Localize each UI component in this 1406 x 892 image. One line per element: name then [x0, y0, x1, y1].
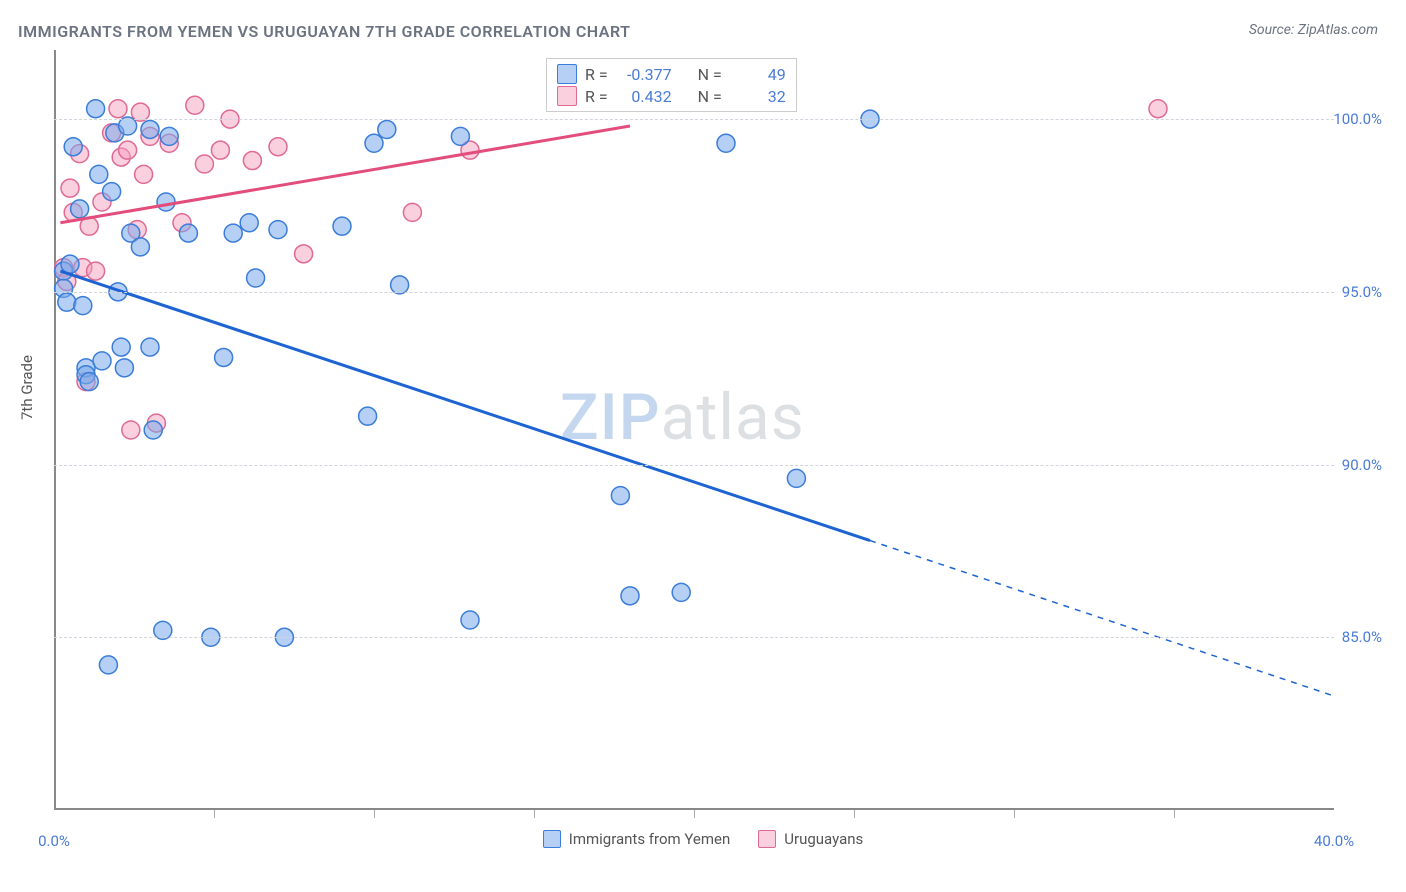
chart-title: IMMIGRANTS FROM YEMEN VS URUGUAYAN 7TH G…	[18, 22, 630, 41]
scatter-point-yemen	[80, 373, 98, 391]
x-tick	[214, 810, 215, 818]
scatter-point-yemen	[787, 469, 805, 487]
stats-R-label: R =	[585, 65, 608, 84]
y-tick-label: 90.0%	[1342, 456, 1382, 474]
scatter-point-uruguay	[122, 421, 140, 439]
scatter-point-yemen	[451, 127, 469, 145]
scatter-point-uruguay	[186, 96, 204, 114]
scatter-point-yemen	[672, 583, 690, 601]
scatter-point-uruguay	[135, 165, 153, 183]
x-tick	[854, 810, 855, 818]
scatter-point-uruguay	[119, 141, 137, 159]
stats-N-value: 49	[730, 65, 786, 84]
trend-line-dash-yemen	[870, 541, 1334, 696]
scatter-point-yemen	[131, 238, 149, 256]
x-tick	[694, 810, 695, 818]
scatter-point-uruguay	[211, 141, 229, 159]
scatter-point-yemen	[611, 487, 629, 505]
gridline-h	[54, 119, 1334, 120]
gridline-h	[54, 465, 1334, 466]
stats-N-value: 32	[730, 87, 786, 106]
stats-R-value: -0.377	[616, 65, 672, 84]
source-name: ZipAtlas.com	[1298, 22, 1378, 38]
x-tick	[374, 810, 375, 818]
scatter-point-yemen	[160, 127, 178, 145]
scatter-point-uruguay	[87, 262, 105, 280]
scatter-point-yemen	[61, 255, 79, 273]
scatter-point-yemen	[621, 587, 639, 605]
stats-R-label: R =	[585, 87, 608, 106]
scatter-point-yemen	[141, 338, 159, 356]
scatter-point-yemen	[74, 297, 92, 315]
legend-swatch	[758, 830, 776, 848]
scatter-point-yemen	[717, 134, 735, 152]
gridline-h	[54, 637, 1334, 638]
scatter-point-yemen	[99, 656, 117, 674]
stats-swatch-yemen	[557, 64, 577, 84]
stats-row-yemen: R = -0.377 N = 49	[557, 63, 786, 85]
x-tick	[1014, 810, 1015, 818]
scatter-point-yemen	[333, 217, 351, 235]
stats-row-uruguay: R = 0.432 N = 32	[557, 85, 786, 107]
legend-swatch	[543, 830, 561, 848]
scatter-point-yemen	[112, 338, 130, 356]
scatter-point-yemen	[115, 359, 133, 377]
x-tick-label: 0.0%	[38, 832, 70, 850]
scatter-point-uruguay	[403, 203, 421, 221]
scatter-point-yemen	[64, 138, 82, 156]
scatter-point-uruguay	[269, 138, 287, 156]
scatter-point-uruguay	[109, 100, 127, 118]
y-tick-label: 100.0%	[1333, 110, 1382, 128]
scatter-point-yemen	[240, 214, 258, 232]
scatter-point-yemen	[359, 407, 377, 425]
scatter-point-yemen	[141, 120, 159, 138]
stats-N-label: N =	[698, 65, 722, 84]
legend-item: Uruguayans	[758, 830, 863, 848]
legend-label: Immigrants from Yemen	[569, 830, 731, 848]
stats-legend-box: R = -0.377 N = 49 R = 0.432 N = 32	[546, 58, 797, 112]
scatter-point-yemen	[247, 269, 265, 287]
y-tick-label: 95.0%	[1342, 283, 1382, 301]
scatter-point-uruguay	[61, 179, 79, 197]
stats-N-label: N =	[698, 87, 722, 106]
x-tick	[534, 810, 535, 818]
scatter-point-yemen	[215, 348, 233, 366]
y-tick-label: 85.0%	[1342, 628, 1382, 646]
source-prefix: Source:	[1249, 22, 1298, 38]
gridline-h	[54, 292, 1334, 293]
scatter-point-yemen	[365, 134, 383, 152]
scatter-point-yemen	[144, 421, 162, 439]
scatter-point-uruguay	[1149, 100, 1167, 118]
scatter-point-yemen	[71, 200, 89, 218]
scatter-point-uruguay	[195, 155, 213, 173]
scatter-point-uruguay	[243, 152, 261, 170]
bottom-legend: Immigrants from Yemen Uruguayans	[0, 830, 1406, 848]
scatter-point-yemen	[179, 224, 197, 242]
source-attribution: Source: ZipAtlas.com	[1249, 22, 1378, 38]
scatter-point-yemen	[461, 611, 479, 629]
scatter-point-yemen	[93, 352, 111, 370]
scatter-point-yemen	[269, 221, 287, 239]
stats-swatch-uruguay	[557, 86, 577, 106]
scatter-point-yemen	[157, 193, 175, 211]
x-tick-label: 40.0%	[1314, 832, 1354, 850]
trend-line-yemen	[60, 271, 870, 540]
stats-R-value: 0.432	[616, 87, 672, 106]
scatter-point-yemen	[58, 293, 76, 311]
scatter-point-yemen	[224, 224, 242, 242]
plot-svg	[54, 50, 1334, 810]
scatter-point-yemen	[103, 183, 121, 201]
y-axis-label: 7th Grade	[18, 355, 36, 420]
scatter-point-yemen	[378, 120, 396, 138]
scatter-point-yemen	[90, 165, 108, 183]
scatter-point-yemen	[87, 100, 105, 118]
legend-item: Immigrants from Yemen	[543, 830, 731, 848]
legend-label: Uruguayans	[784, 830, 863, 848]
scatter-point-uruguay	[295, 245, 313, 263]
x-tick	[1174, 810, 1175, 818]
